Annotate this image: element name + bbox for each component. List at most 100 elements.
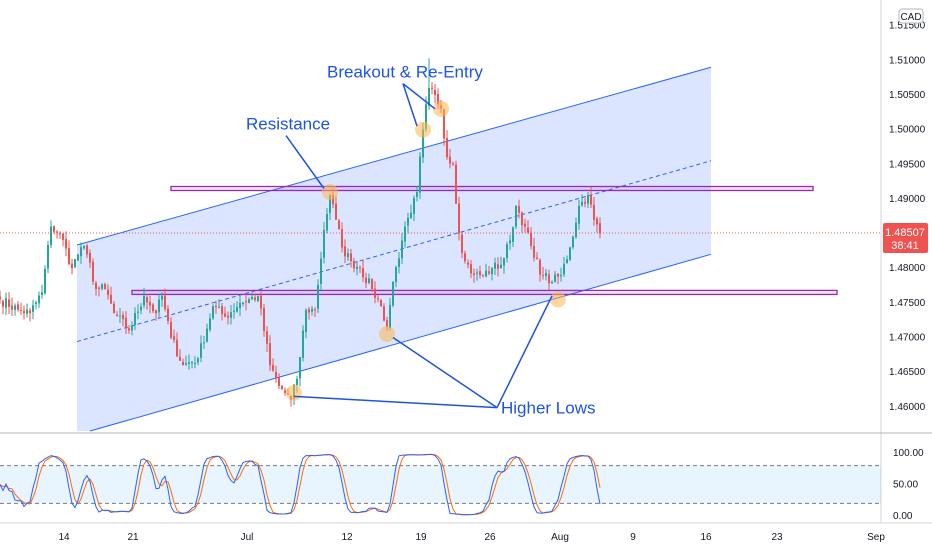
candle-body (305, 309, 307, 332)
oscillator-axis[interactable]: 100.00 50.00 0.00 (893, 448, 924, 522)
annotation-label: Resistance (246, 115, 330, 134)
candle-body (536, 257, 538, 259)
candle-body (107, 289, 109, 295)
candle-body (548, 274, 550, 284)
candle-body (116, 314, 118, 316)
candle-body (224, 313, 226, 317)
candle-body (137, 311, 139, 313)
candle-body (308, 309, 310, 313)
candle-body (416, 191, 418, 197)
candle-body (572, 236, 574, 248)
candle-body (8, 299, 10, 307)
candle-body (113, 303, 115, 314)
candle-body (227, 315, 229, 318)
candle-body (431, 87, 433, 89)
price-tick-label: 1.46500 (889, 367, 926, 378)
candle-body (326, 213, 328, 231)
annotation-label: Breakout & Re-Entry (327, 63, 483, 82)
candle-body (110, 295, 112, 304)
annotation-pointer (402, 83, 418, 127)
candle-body (500, 264, 502, 269)
candle-body (248, 299, 250, 303)
candle-body (284, 390, 286, 393)
candle-body (296, 379, 298, 386)
price-tick-label: 1.49000 (889, 194, 926, 205)
candle-body (233, 310, 235, 312)
highlight-circle (433, 100, 449, 117)
candle-body (584, 202, 586, 204)
candle-body (482, 274, 484, 276)
horizontal-level (170, 185, 814, 192)
candle-body (596, 218, 598, 225)
candle-body (212, 306, 214, 319)
candle-body (341, 229, 343, 248)
annotation-pointer (402, 83, 436, 110)
time-tick-label: 12 (341, 532, 353, 543)
price-tick-label: 1.50000 (889, 125, 926, 136)
horizontal-levels (131, 185, 838, 296)
candle-body (176, 339, 178, 357)
candle-body (53, 225, 55, 232)
candle-body (542, 275, 544, 277)
candle-body (278, 377, 280, 386)
currency-badge[interactable]: CAD (898, 8, 924, 24)
bar-countdown: 38:41 (891, 240, 919, 252)
candle-body (74, 259, 76, 268)
candle-body (20, 310, 22, 312)
annotation-pointer (496, 295, 553, 409)
candle-body (470, 264, 472, 274)
candle-body (329, 195, 331, 213)
candle-body (158, 299, 160, 313)
candle-body (467, 262, 469, 265)
candle-body (146, 297, 148, 303)
candle-body (0, 296, 1, 300)
candle-body (503, 258, 505, 266)
candle-body (230, 312, 232, 318)
candle-body (170, 321, 172, 338)
candle-body (128, 328, 130, 331)
candle-body (353, 261, 355, 269)
price-tick-label: 1.51500 (889, 21, 926, 32)
time-tick-label: 16 (700, 532, 712, 543)
candle-body (404, 226, 406, 242)
candle-body (323, 230, 325, 258)
time-tick-label: Sep (867, 532, 885, 543)
candle-body (119, 315, 121, 317)
candle-body (14, 305, 16, 310)
candle-body (179, 356, 181, 361)
candle-body (17, 304, 19, 310)
oscillator-band (0, 465, 881, 504)
candle-body (239, 302, 241, 309)
candle-body (434, 89, 436, 95)
stochastic-d-line (0, 453, 601, 516)
candle-body (194, 363, 196, 365)
stochastic-k-line (0, 453, 601, 516)
horizontal-level (131, 289, 838, 296)
oscillator-tick-label: 50.00 (893, 480, 918, 491)
candle-body (530, 232, 532, 246)
candle-body (425, 104, 427, 130)
candle-body (299, 357, 301, 379)
candle-body (83, 246, 85, 249)
price-tick-label: 1.51000 (889, 55, 926, 66)
candle-body (599, 223, 601, 234)
candle-body (98, 287, 100, 289)
channel-upper-line (76, 66, 712, 246)
highlight-circle (550, 291, 566, 308)
highlight-circle (286, 384, 302, 401)
candle-body (260, 295, 262, 309)
candle-body (410, 212, 412, 219)
candle-body (380, 300, 382, 307)
time-axis[interactable]: 14 21 Jul 12 19 26 Aug 9 16 23 Sep (58, 532, 885, 543)
candle-body (209, 318, 211, 330)
candle-body (464, 253, 466, 262)
candle-body (302, 330, 304, 358)
candle-body (347, 253, 349, 258)
candle-body (512, 227, 514, 242)
price-axis[interactable]: 1.51000 1.50500 1.50000 1.49500 1.49000 1.480… (889, 21, 926, 413)
price-tick-label: 1.47500 (889, 298, 926, 309)
candle-body (386, 320, 388, 328)
regression-channel (76, 66, 712, 432)
price-tick-label: 1.46000 (889, 402, 926, 413)
candle-body (374, 288, 376, 298)
